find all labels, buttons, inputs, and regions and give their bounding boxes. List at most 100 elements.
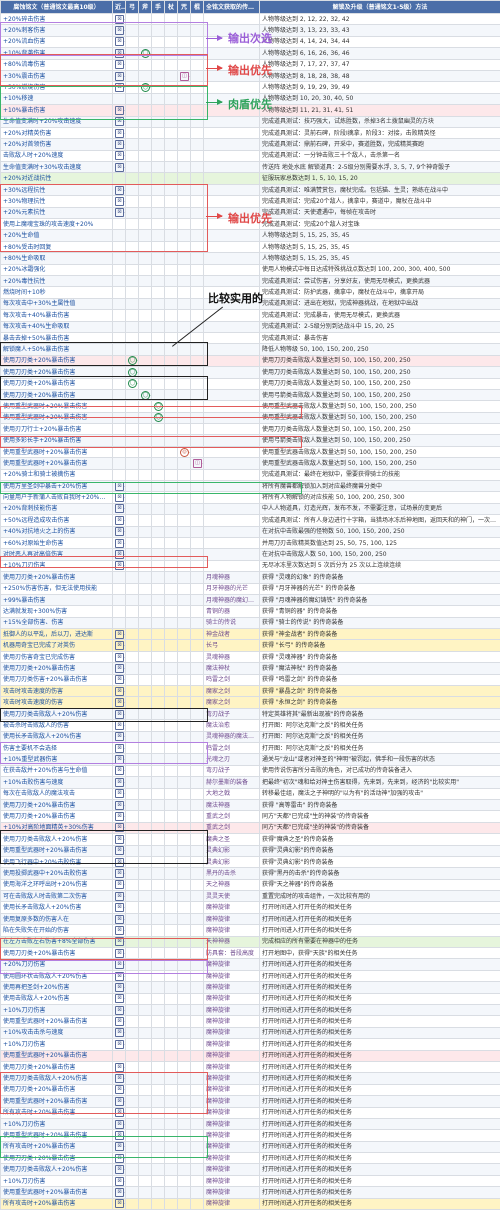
inscription-name: 使用刀刃类伤害+20%暴击伤害 (1, 674, 113, 685)
class-flag-cell (178, 264, 191, 275)
unlock-method: 传送阵 地处水底 解锁道具：2-5级分别需要水浮, 3, 5, 7, 9个神奇骰… (260, 162, 500, 173)
class-flag-cell (152, 25, 165, 36)
unlock-method: 打开时间进入打开任务的相关任务 (260, 1164, 500, 1175)
class-mark-icon: ◯ (141, 391, 150, 400)
inscription-name: +10%刀刃伤害 (1, 1175, 113, 1186)
class-flag-cell (165, 674, 178, 685)
class-flag-cell: ⊠ (113, 1175, 126, 1186)
inscription-name: 在左方击败左右伤害+8%全部伤害 (1, 936, 113, 947)
class-flag-cell (191, 1107, 204, 1118)
class-flag-cell (126, 412, 139, 423)
class-flag-cell (126, 629, 139, 640)
class-flag-cell (139, 1061, 152, 1072)
class-flag-cell (126, 1130, 139, 1141)
class-flag-cell (139, 1130, 152, 1141)
class-flag-cell (139, 287, 152, 298)
inscription-name: 使用刀刃类击败敌人+20%伤害 (1, 834, 113, 845)
class-flag-cell (165, 230, 178, 241)
class-flag-cell (178, 48, 191, 59)
class-flag-cell (126, 93, 139, 104)
class-flag-cell (178, 1050, 191, 1061)
class-flag-cell (152, 389, 165, 400)
class-flag-cell (126, 845, 139, 856)
table-row: +20%碎击伤害⊠人物等级达到 2, 12, 22, 32, 42 (1, 14, 500, 25)
class-flag-cell (165, 1187, 178, 1198)
class-flag-cell (139, 913, 152, 924)
class-flag-cell (152, 173, 165, 184)
class-flag-cell (165, 1096, 178, 1107)
class-flag-cell (126, 401, 139, 412)
arrow-output-first (206, 68, 222, 69)
class-flag-cell (152, 720, 165, 731)
class-flag-cell (152, 1141, 165, 1152)
class-flag-cell (191, 264, 204, 275)
unlock-method: 打开图：阿尔达克斯"之反"的相关任务 (260, 720, 500, 731)
unlock-method: 获得 "月牙神器的光芒" 的传奇装备 (260, 583, 500, 594)
unlock-method: 完成道具测试：天使遭遇中，每帧在攻击时 (260, 207, 500, 218)
class-flag-cell (165, 1141, 178, 1152)
class-flag-cell (126, 777, 139, 788)
class-flag-cell: ⊠ (113, 879, 126, 890)
class-flag-cell: ⊠ (113, 1004, 126, 1015)
class-flag-cell (139, 765, 152, 776)
inscription-name: +250%伤害伤害，但无法使用技能 (1, 583, 113, 594)
unlock-method: 完成道具测试：灵前石碑，阶段Ⅰ擒拿，阶段3：对接，击败精英怪 (260, 127, 500, 138)
class-flag-cell (178, 93, 191, 104)
class-flag-cell (126, 207, 139, 218)
class-flag-cell (152, 1050, 165, 1061)
unlock-method: 无尽冰冻里次数达到 5 次后分为 25 次以上连续连续 (260, 560, 500, 571)
column-header: 全铭文获取的传奇装备 (204, 1, 260, 14)
unlock-method: 获得 "高等雷击" 的传奇装备 (260, 799, 500, 810)
legendary-gear (204, 230, 260, 241)
class-flag-cell (126, 811, 139, 822)
inscription-name: +10%攻击击杀与速度 (1, 1027, 113, 1038)
table-row: +30%物理抗性⊠完成道具测试：完成20个敌人，擒拿中，赛道中，魔杖在战斗中 (1, 196, 500, 207)
class-flag-cell (191, 378, 204, 389)
class-flag-cell (165, 970, 178, 981)
class-flag-cell (152, 925, 165, 936)
inscription-name: +10%对高阶地面精英+30%伤害 (1, 822, 113, 833)
table-row: 使用刀刃类+20%暴击伤害◯使用刀刃类击败敌人数量达到 50, 100, 150… (1, 367, 500, 378)
class-flag-cell (191, 834, 204, 845)
class-flag-cell (165, 856, 178, 867)
legendary-gear (204, 184, 260, 195)
table-row: 使用重型武器时+20%暴击伤害⊠魔神旋律打开时间进入打开任务的相关任务 (1, 1187, 500, 1198)
class-flag-cell (139, 856, 152, 867)
class-flag-cell (126, 720, 139, 731)
class-flag-cell (178, 651, 191, 662)
class-flag-cell (152, 162, 165, 173)
class-mark-icon: ⊠ (115, 915, 124, 924)
table-row: 使用刀刃类+20%暴击伤害⊠魔神旋律打开时间进入打开任务的相关任务 (1, 1061, 500, 1072)
class-flag-cell (178, 412, 191, 423)
class-flag-cell (139, 697, 152, 708)
class-flag-cell (126, 1187, 139, 1198)
class-flag-cell (139, 1039, 152, 1050)
table-row: 使用刀刃类击败敌人+20%伤害⊠魔典之圣获得"魔典之圣"的传奇装备 (1, 834, 500, 845)
class-flag-cell (152, 1175, 165, 1186)
class-flag-cell (152, 936, 165, 947)
class-flag-cell (152, 629, 165, 640)
table-row: 使用刀刃类+20%暴击伤害⊠魔法神杖获得 "魔法神杖" 的传奇装备 (1, 663, 500, 674)
class-flag-cell (191, 150, 204, 161)
class-flag-cell (178, 139, 191, 150)
unlock-method: 完成道具测试：唯满赞赏包，魔杖完成。包括猫、生灵；熟练在战斗中 (260, 184, 500, 195)
column-header: 腐蚀铭文（普通铭文最高10级） (1, 1, 113, 14)
legendary-gear: 月牙神器的光芒 (204, 583, 260, 594)
class-flag-cell (178, 663, 191, 674)
table-row: 使用刀刃类+20%暴击伤害◯使用弓箭类击败敌人数量达到 50, 100, 150… (1, 389, 500, 400)
legendary-gear: 魔家之剑 (204, 697, 260, 708)
callout-output-second: 输出次选 (228, 30, 272, 46)
class-flag-cell (178, 492, 191, 503)
class-flag-cell: ⊠ (113, 674, 126, 685)
legendary-gear: 魔神旋律 (204, 913, 260, 924)
table-row: +10%背袭伤害⊠◯人物等级达到 6, 16, 26, 36, 46 (1, 48, 500, 59)
unlock-method: 使用弓箭类击败敌人数量达到 50, 100, 150, 200, 250 (260, 435, 500, 446)
column-header: 棍 (191, 1, 204, 14)
class-flag-cell (139, 230, 152, 241)
class-flag-cell (126, 1118, 139, 1129)
class-flag-cell (152, 196, 165, 207)
table-row: +50%远程造成攻击伤害⊠完成道具测试：所有人身边进行十字箱，当猎场冰冻后神地图… (1, 515, 500, 526)
class-flag-cell (113, 446, 126, 457)
table-row: 抵御人的以平乱，后以刀，进达斯⊠神金战者获得 "神金战者" 的传奇装备 (1, 629, 500, 640)
class-flag-cell (165, 1153, 178, 1164)
